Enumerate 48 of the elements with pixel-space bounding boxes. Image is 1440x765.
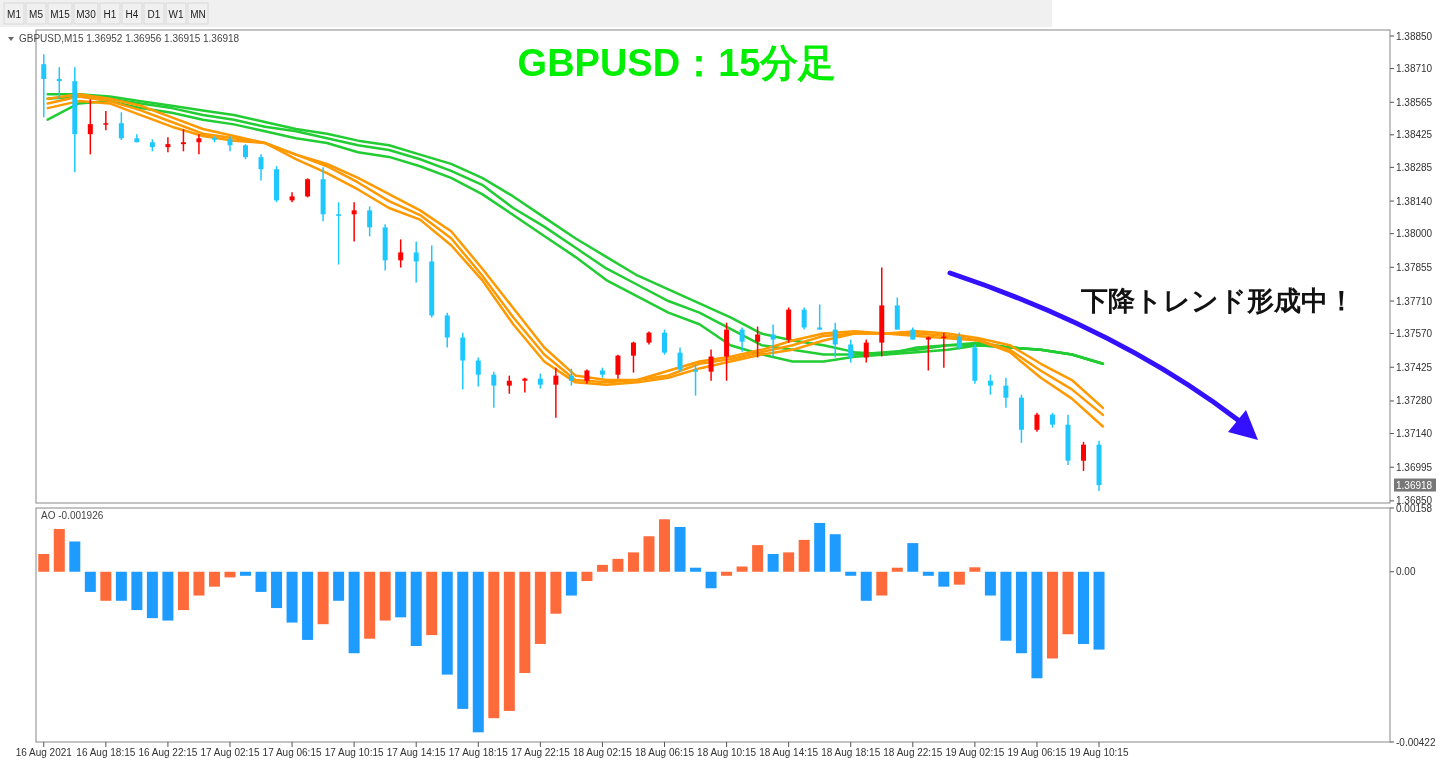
chart-title: GBPUSD：15分足	[517, 42, 837, 84]
x-tick-label: 19 Aug 06:15	[1007, 747, 1067, 758]
x-tick-label: 16 Aug 2021	[15, 747, 73, 758]
x-tick-label: 18 Aug 22:15	[883, 747, 943, 758]
text: MN	[190, 9, 206, 20]
text: M5	[29, 9, 44, 20]
y-tick-label: 1.38710	[1396, 63, 1433, 75]
y-tick-label: 1.38140	[1396, 195, 1433, 207]
x-tick-label: 17 Aug 22:15	[510, 747, 571, 758]
y-tick-label: 1.37710	[1396, 295, 1433, 307]
text: M15	[50, 9, 71, 20]
x-tick-label: 18 Aug 18:15	[821, 747, 881, 758]
y-tick-label: 1.37425	[1396, 361, 1433, 373]
text: M1	[7, 9, 22, 20]
y-tick-label: 1.37570	[1396, 328, 1433, 340]
y-tick-label: 1.37280	[1396, 395, 1433, 407]
annotation: 下降トレンド形成中！	[1080, 286, 1355, 316]
y-tick-label: -0.00422	[1396, 736, 1436, 748]
y-tick-label: 1.36995	[1396, 461, 1433, 473]
x-tick-label: 17 Aug 14:15	[386, 747, 447, 758]
x-tick-label: 18 Aug 10:15	[697, 747, 757, 758]
text: W1	[168, 9, 184, 20]
text: H1	[103, 9, 117, 20]
chart-title: AO -0.001926	[41, 510, 104, 521]
y-tick-label: 1.38850	[1396, 30, 1433, 42]
x-tick-label: 18 Aug 06:15	[635, 747, 695, 758]
y-tick-label: 0.00	[1396, 566, 1416, 578]
x-tick-label: 16 Aug 22:15	[138, 747, 198, 758]
text: H4	[125, 9, 139, 20]
annotation: GBPUSD,M15 1.36952 1.36956 1.36915 1.36918	[19, 33, 240, 44]
y-tick-label: 1.37140	[1396, 428, 1433, 439]
x-tick-label: 17 Aug 10:15	[324, 747, 385, 758]
y-tick-label: 1.38565	[1396, 96, 1433, 108]
x-tick-label: 19 Aug 10:15	[1069, 747, 1129, 758]
x-tick-label: 18 Aug 14:15	[759, 747, 819, 758]
x-tick-label: 17 Aug 06:15	[262, 747, 322, 758]
text: 1.36918	[1396, 479, 1433, 491]
y-tick-label: 1.38000	[1396, 228, 1433, 240]
y-tick-label: 1.37855	[1396, 261, 1433, 273]
x-tick-label: 17 Aug 18:15	[448, 747, 509, 758]
x-tick-label: 18 Aug 02:15	[572, 747, 633, 758]
x-tick-label: 17 Aug 02:15	[200, 747, 260, 758]
x-tick-label: 16 Aug 18:15	[76, 747, 136, 758]
y-tick-label: 1.38425	[1396, 129, 1433, 141]
text: M30	[76, 9, 97, 20]
x-tick-label: 19 Aug 02:15	[945, 747, 1005, 758]
text: D1	[147, 9, 161, 20]
y-tick-label: 1.38285	[1396, 161, 1433, 173]
